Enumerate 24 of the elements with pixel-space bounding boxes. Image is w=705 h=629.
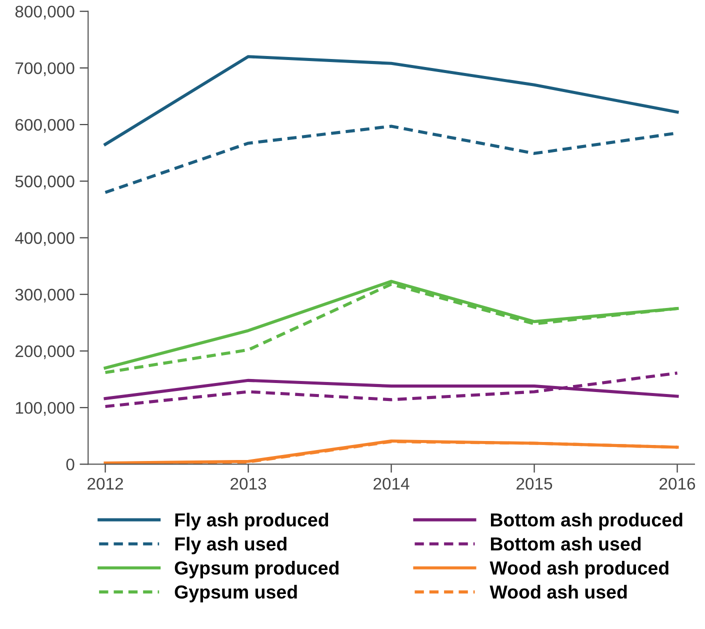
y-tick-label: 100,000 bbox=[16, 402, 74, 416]
x-tick-label: 2013 bbox=[230, 478, 266, 490]
x-tick-label: 2016 bbox=[660, 478, 696, 490]
y-tick-label: 200,000 bbox=[16, 345, 74, 360]
line-series bbox=[104, 372, 679, 408]
x-tick-label: 2012 bbox=[88, 478, 123, 490]
legend-label: Gypsum used bbox=[174, 584, 297, 602]
legend-label: Bottom ash produced bbox=[490, 512, 682, 530]
legend-label: Fly ash used bbox=[175, 536, 286, 554]
line-series bbox=[104, 55, 679, 146]
y-tick-label: 0 bbox=[66, 458, 74, 470]
y-tick-label: 700,000 bbox=[16, 62, 74, 76]
y-tick-label: 300,000 bbox=[15, 288, 74, 303]
y-tick-label: 400,000 bbox=[15, 232, 74, 246]
x-tick-label: 2015 bbox=[516, 478, 552, 490]
legend-label: Wood ash produced bbox=[490, 560, 668, 578]
y-tick-label: 600,000 bbox=[16, 118, 74, 133]
legend-label: Wood ash used bbox=[490, 584, 627, 599]
y-tick-label: 800,000 bbox=[15, 6, 74, 20]
legend-label: Bottom ash used bbox=[490, 536, 641, 551]
x-tick-label: 2014 bbox=[374, 478, 410, 490]
legend-label: Fly ash produced bbox=[175, 512, 328, 530]
y-tick-label: 500,000 bbox=[15, 176, 74, 190]
legend-label: Gypsum produced bbox=[174, 560, 338, 578]
